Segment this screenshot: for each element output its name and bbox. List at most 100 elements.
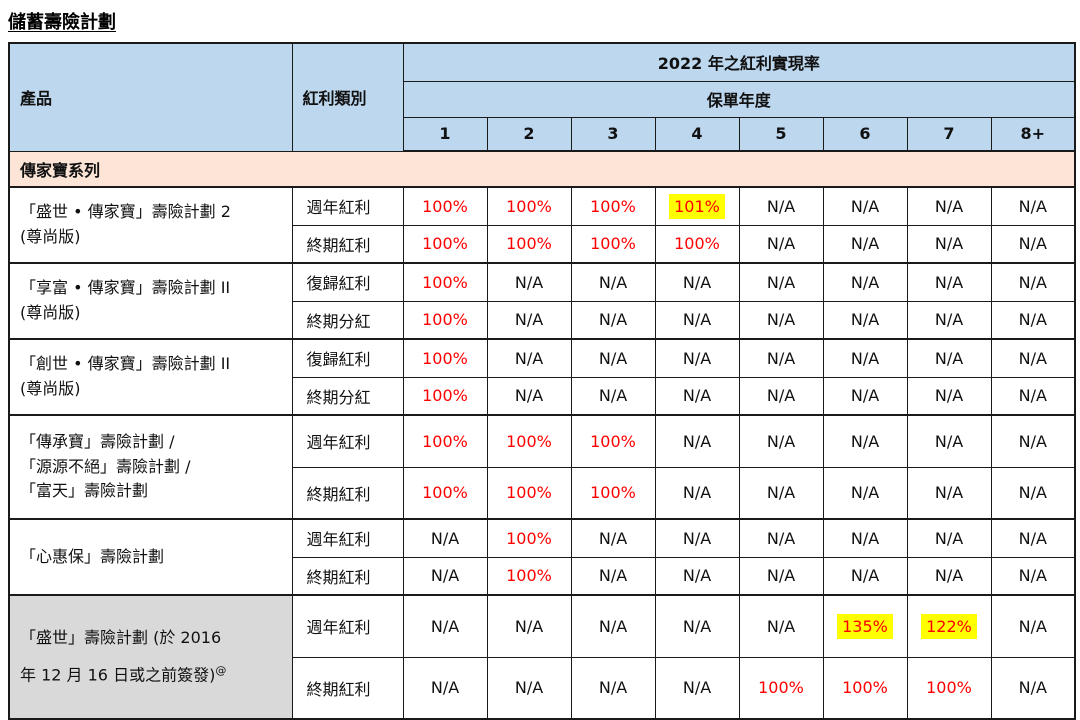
product-name-line: 「盛世」壽險計劃 (於 2016	[20, 628, 222, 648]
ratio-value-cell: N/A	[738, 300, 824, 340]
ratio-value: N/A	[766, 386, 796, 406]
ratio-value-cell: N/A	[990, 466, 1076, 520]
ratio-value-cell: N/A	[486, 594, 572, 658]
dividend-type-cell: 週年紅利	[291, 594, 404, 658]
ratio-value-cell: N/A	[570, 300, 656, 340]
ratio-value-cell: 100%	[402, 186, 488, 226]
ratio-value: N/A	[514, 386, 544, 406]
table-row: 「創世 • 傳家寶」壽險計劃 II (尊尚版) 復歸紅利 100% N/A N/A N/A N…	[8, 338, 1076, 416]
table-row: 「享富 • 傳家寶」壽險計劃 II (尊尚版) 復歸紅利 100% N/A N/A N/A N…	[8, 262, 1076, 340]
ratio-value-cell: 122%	[906, 594, 992, 658]
ratio-value-cell: 100%	[570, 466, 656, 520]
product-name-line: (尊尚版)	[20, 303, 81, 322]
ratio-value: 100%	[926, 678, 972, 698]
product-name-cell: 「盛世」壽險計劃 (於 2016 年 12 月 16 日或之前簽發)@	[8, 594, 293, 720]
ratio-value: N/A	[1018, 528, 1047, 548]
ratio-value-cell: 101%	[654, 186, 740, 226]
ratio-value: N/A	[1018, 386, 1047, 406]
ratio-value-cell: N/A	[822, 338, 908, 378]
ratio-value-cell: 100%	[486, 224, 572, 264]
ratio-value: N/A	[850, 528, 880, 548]
ratio-value: N/A	[598, 616, 628, 636]
policy-year-column: 4	[654, 116, 740, 152]
ratio-value: N/A	[934, 386, 964, 406]
ratio-value: N/A	[514, 348, 544, 368]
ratio-value: N/A	[850, 234, 880, 254]
policy-year-column: 7	[906, 116, 992, 152]
ratio-value-cell: N/A	[486, 376, 572, 416]
ratio-value: N/A	[934, 310, 964, 330]
ratio-value: N/A	[850, 348, 880, 368]
ratio-value: N/A	[682, 528, 712, 548]
ratio-value: N/A	[850, 431, 880, 451]
ratio-value-cell: 100%	[654, 224, 740, 264]
ratio-value: N/A	[850, 272, 880, 292]
ratio-value-cell: N/A	[738, 518, 824, 558]
ratio-value-cell: 100%	[486, 466, 572, 520]
ratio-value: 100%	[590, 431, 636, 451]
ratio-value-cell: 100%	[402, 262, 488, 302]
table-row: 終期紅利 100% 100% 100% N/A N/A N/A N/A N/A	[9, 466, 1076, 520]
dividend-type-cell: 復歸紅利	[291, 262, 404, 302]
product-name-cell: 「心惠保」壽險計劃	[8, 518, 293, 596]
ratio-value: N/A	[766, 196, 796, 216]
ratio-value: 100%	[422, 234, 468, 254]
ratio-value: N/A	[682, 678, 712, 698]
ratio-value: 100%	[422, 348, 468, 368]
ratio-value-cell: N/A	[654, 300, 740, 340]
ratio-value: N/A	[1018, 272, 1047, 292]
ratio-value: N/A	[1018, 431, 1047, 451]
ratio-value-cell: N/A	[654, 338, 740, 378]
ratio-value: N/A	[1018, 678, 1047, 698]
ratio-value-cell: N/A	[990, 414, 1076, 468]
ratio-value: 100%	[506, 483, 552, 503]
dividend-type-cell: 終期紅利	[291, 656, 404, 720]
ratio-value-cell: N/A	[990, 224, 1076, 264]
ratio-value-cell: N/A	[822, 300, 908, 340]
policy-year-column: 2	[486, 116, 572, 152]
dividend-type-cell: 終期分紅	[291, 300, 404, 340]
dividend-type-cell: 週年紅利	[291, 518, 404, 558]
ratio-value-cell: 100%	[486, 414, 572, 468]
policy-year-columns-row: 1 2 3 4 5 6 7 8+	[9, 116, 1076, 152]
col-header-policy-year: 保單年度	[402, 80, 1076, 118]
ratio-value: N/A	[514, 616, 544, 636]
ratio-value: N/A	[682, 386, 712, 406]
dividend-type-cell: 復歸紅利	[291, 338, 404, 378]
ratio-value: N/A	[598, 310, 628, 330]
ratio-value: N/A	[598, 272, 628, 292]
product-name-line: 「富天」壽險計劃	[20, 481, 149, 501]
product-name-line: (尊尚版)	[20, 227, 81, 246]
ratio-value: N/A	[766, 483, 796, 503]
ratio-value: N/A	[598, 678, 628, 698]
ratio-value: N/A	[934, 483, 964, 503]
ratio-value-cell: N/A	[822, 262, 908, 302]
ratio-value: 100%	[758, 678, 804, 698]
ratio-value: 100%	[842, 678, 888, 698]
table-row: 「盛世 • 傳家寶」壽險計劃 2 (尊尚版) 週年紅利 100% 100% 100% 101…	[8, 186, 1076, 264]
ratio-value: N/A	[766, 310, 796, 330]
ratio-value-cell: 100%	[822, 656, 908, 720]
ratio-value-cell: 100%	[402, 300, 488, 340]
ratio-value: 100%	[422, 386, 468, 406]
dividend-type-cell: 週年紅利	[291, 414, 404, 468]
section-header: 傳家寶系列	[8, 150, 1076, 188]
ratio-value-cell: N/A	[906, 186, 992, 226]
ratio-value-cell: 100%	[486, 556, 572, 596]
footnote-marker: @	[215, 663, 227, 677]
ratio-value: 100%	[422, 196, 468, 216]
table-row: 「心惠保」壽險計劃 週年紅利 N/A 100% N/A N/A N/A N/A N/A N/A	[8, 518, 1076, 596]
ratio-value-cell: N/A	[654, 594, 740, 658]
ratio-value-cell: N/A	[570, 338, 656, 378]
ratio-value: N/A	[430, 678, 460, 698]
ratio-value: N/A	[682, 272, 712, 292]
ratio-value: N/A	[934, 566, 964, 586]
ratio-value-cell: 100%	[402, 414, 488, 468]
ratio-value-cell: N/A	[570, 262, 656, 302]
ratio-value-cell: N/A	[570, 518, 656, 558]
ratio-value-cell: N/A	[738, 224, 824, 264]
ratio-value: 100%	[422, 272, 468, 292]
ratio-value-cell: N/A	[990, 556, 1076, 596]
ratio-value-cell: N/A	[486, 300, 572, 340]
